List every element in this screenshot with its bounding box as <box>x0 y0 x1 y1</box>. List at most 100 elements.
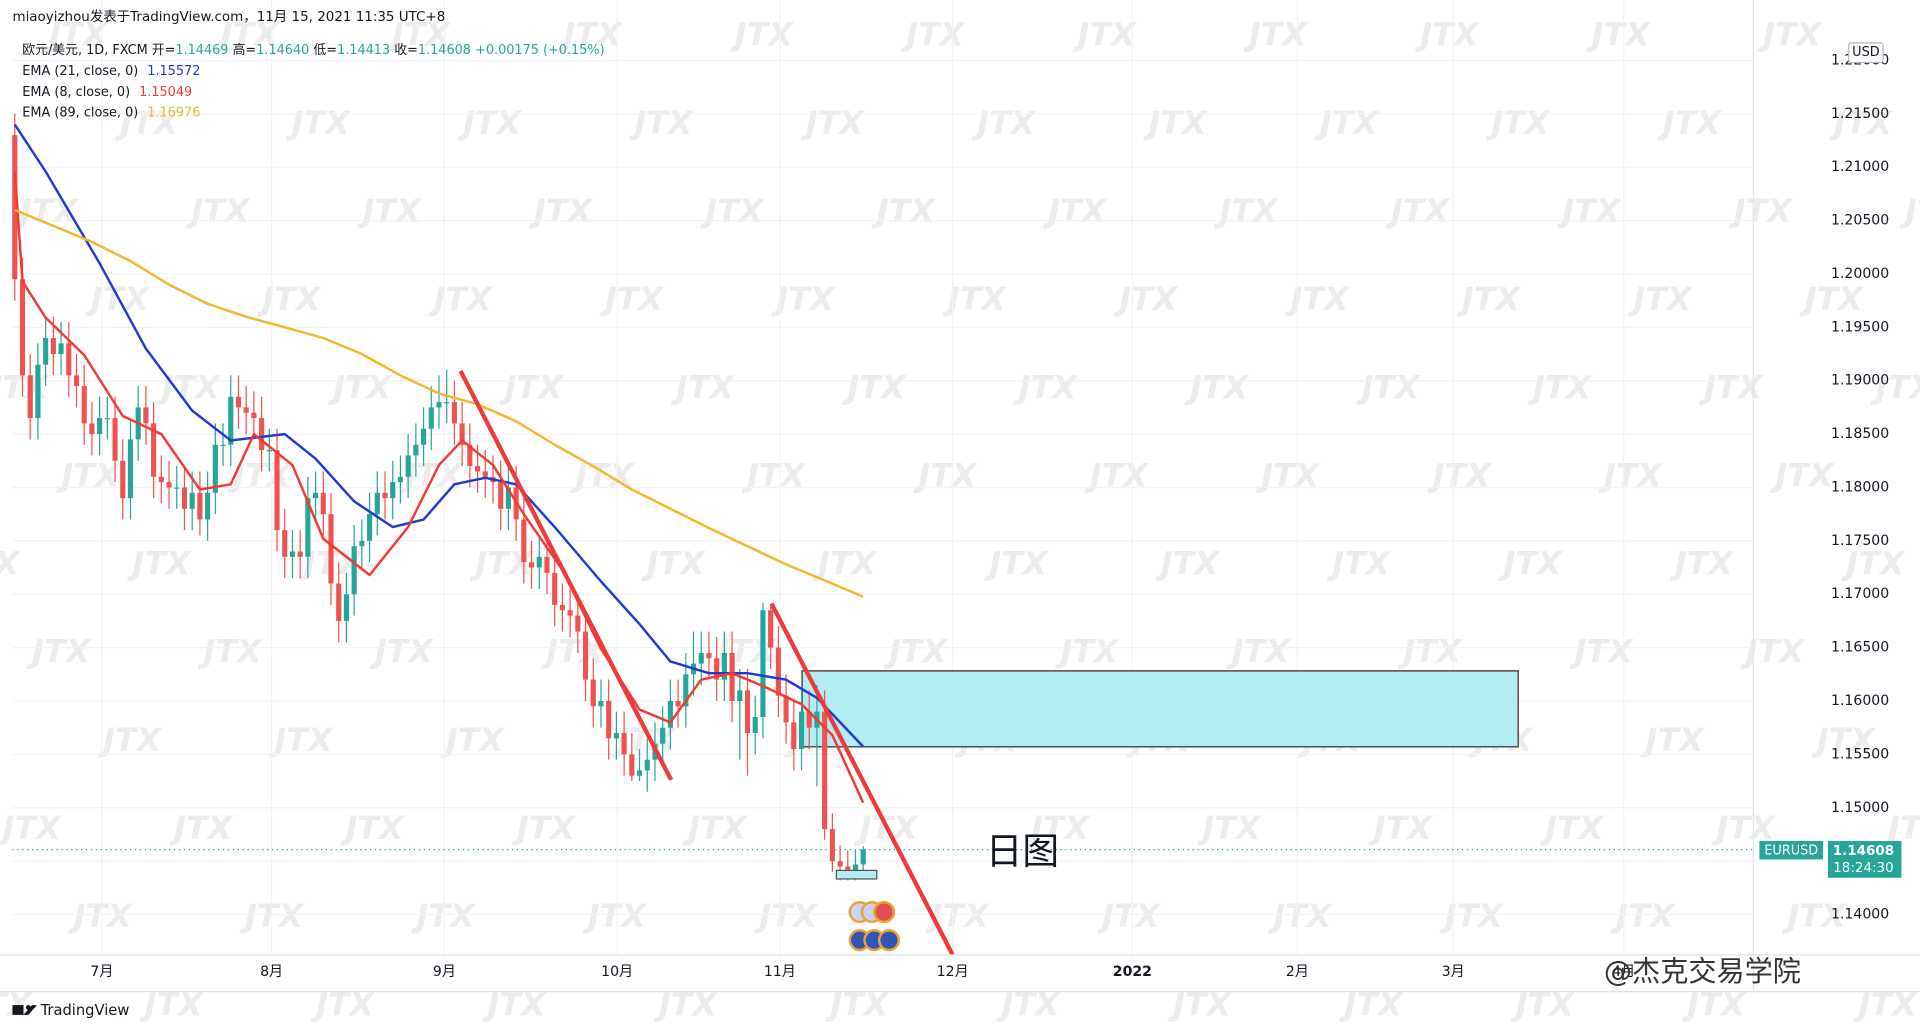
watermark: JTX <box>1498 545 1564 583</box>
watermark: JTX <box>1054 633 1120 671</box>
candle-body <box>112 418 118 461</box>
ohlc-value: 1.14640 <box>256 43 309 58</box>
watermark: JTX <box>410 897 476 935</box>
x-tick-label: 12月 <box>937 964 969 980</box>
watermark: JTX <box>983 545 1049 583</box>
ohlc-name: 高= <box>233 42 257 58</box>
watermark: JTX <box>1782 897 1848 935</box>
watermark: JTX <box>1113 280 1179 318</box>
ema-line <box>13 171 865 804</box>
header: miaoyizhou发表于TradingView.com，11月 15, 202… <box>12 9 445 25</box>
legend-item: EMA (8, close, 0) 1.15049 <box>22 84 192 99</box>
candle-body <box>405 455 411 477</box>
watermark: JTX <box>1711 809 1777 847</box>
candle-body <box>559 604 565 611</box>
event-icons <box>848 901 901 952</box>
y-tick-label: 1.16000 <box>1831 693 1889 709</box>
watermark: JTX <box>528 192 594 230</box>
candle-body <box>829 829 835 862</box>
watermark: JTX <box>942 280 1008 318</box>
last-price: 1.14608 <box>1833 844 1894 859</box>
watermark: JTX <box>971 104 1037 142</box>
watermark: JTX <box>1255 456 1321 494</box>
watermark: JTX <box>599 280 665 318</box>
candle-body <box>714 658 720 680</box>
watermark: JTX <box>55 456 121 494</box>
candle-body <box>768 610 774 648</box>
candle-body <box>721 652 727 680</box>
watermark: JTX <box>1084 456 1150 494</box>
watermark: JTX <box>628 104 694 142</box>
watermark: JTX <box>1013 368 1079 406</box>
candle-body <box>274 450 280 531</box>
watermark: JTX <box>1586 16 1652 54</box>
logo: TradingView <box>12 1002 129 1019</box>
candle-body <box>621 733 627 755</box>
watermark: JTX <box>1439 897 1505 935</box>
currency-box <box>1848 42 1884 64</box>
watermark: JTX <box>97 721 163 759</box>
candle-body <box>760 610 766 718</box>
candle-body <box>420 428 427 445</box>
candle-body <box>798 711 805 750</box>
watermark: JTX <box>641 545 707 583</box>
candle-body <box>359 540 365 547</box>
candle-body <box>12 135 18 280</box>
candle-body <box>544 556 550 573</box>
watermark: JTX <box>1627 280 1693 318</box>
watermark: JTX <box>1155 545 1221 583</box>
candle-body <box>397 476 404 483</box>
y-tick-label: 1.20500 <box>1831 213 1889 229</box>
watermark: JTX <box>1025 809 1091 847</box>
y-tick-label: 1.15000 <box>1831 800 1889 816</box>
watermark: JTX <box>0 809 62 847</box>
ohlc-value: 1.14413 <box>337 43 390 58</box>
candle-body <box>27 375 33 419</box>
candle-body <box>367 514 373 541</box>
candle-body <box>660 727 666 744</box>
watermark: JTX <box>712 633 778 671</box>
candle-body <box>860 849 866 865</box>
watermark: JTX <box>85 280 151 318</box>
watermark: JTX <box>670 368 736 406</box>
watermark: JTX <box>428 280 494 318</box>
candle-body <box>598 700 604 707</box>
legend-item: EMA (89, close, 0) 1.16976 <box>22 105 200 120</box>
legend-item: EMA (21, close, 0) 1.15572 <box>22 64 200 79</box>
candle-body <box>498 482 504 509</box>
watermark: JTX <box>327 368 393 406</box>
watermark: JTX <box>185 192 251 230</box>
watermark: JTX <box>1527 368 1593 406</box>
symbol: 欧元/美元, 1D, FXCM <box>22 43 147 58</box>
candle-body <box>205 492 211 520</box>
watermark: JTX <box>1828 104 1894 142</box>
watermark: JTX <box>1539 809 1605 847</box>
watermark: JTX <box>1657 104 1723 142</box>
watermark: JTX <box>1840 545 1906 583</box>
candle-body <box>390 482 396 499</box>
ohlc-name: 低= <box>313 43 337 58</box>
y-tick-label: 1.16500 <box>1831 640 1889 656</box>
watermark: JTX <box>770 280 836 318</box>
candle-body <box>212 444 218 493</box>
candle-body <box>482 471 488 477</box>
corner-watermark: @杰克交易学院 <box>1604 955 1801 988</box>
candle-body <box>783 695 789 723</box>
x-tick-label: 8月 <box>260 964 283 980</box>
candle-body <box>744 690 751 734</box>
x-tick-label: 9月 <box>433 964 456 980</box>
watermark: JTX <box>1214 192 1280 230</box>
candle-body <box>120 460 126 499</box>
watermark: JTX <box>570 456 636 494</box>
candle-body <box>590 679 596 707</box>
candle-body <box>104 418 110 420</box>
candle-body <box>737 690 743 701</box>
candle-body <box>775 647 781 696</box>
watermark: JTX <box>1669 545 1735 583</box>
ohlc-name: 收= <box>394 43 418 58</box>
watermark: JTX <box>0 545 21 583</box>
watermark: JTX <box>1811 721 1877 759</box>
watermark: JTX <box>1243 16 1309 54</box>
candle-body <box>505 487 511 509</box>
